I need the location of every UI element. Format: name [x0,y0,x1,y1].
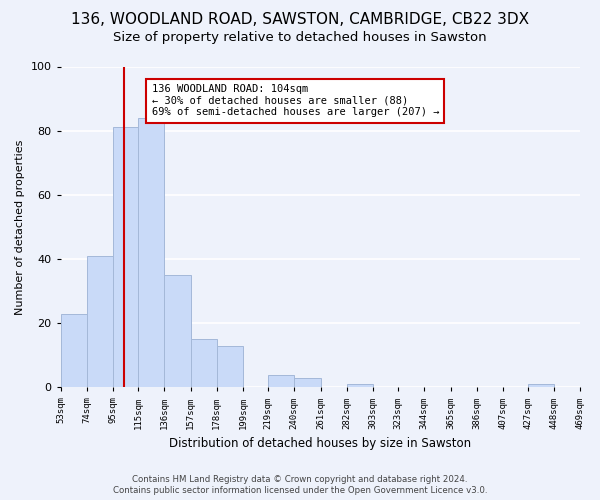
Text: Size of property relative to detached houses in Sawston: Size of property relative to detached ho… [113,31,487,44]
Text: 136 WOODLAND ROAD: 104sqm
← 30% of detached houses are smaller (88)
69% of semi-: 136 WOODLAND ROAD: 104sqm ← 30% of detac… [152,84,439,117]
Bar [294,378,320,388]
Bar [87,256,113,388]
Text: 136, WOODLAND ROAD, SAWSTON, CAMBRIDGE, CB22 3DX: 136, WOODLAND ROAD, SAWSTON, CAMBRIDGE, … [71,12,529,28]
Bar [191,340,217,388]
Bar [113,128,138,388]
Bar [138,118,164,388]
Bar [347,384,373,388]
Bar [164,275,191,388]
Bar [61,314,87,388]
Text: Contains public sector information licensed under the Open Government Licence v3: Contains public sector information licen… [113,486,487,495]
Text: Contains HM Land Registry data © Crown copyright and database right 2024.: Contains HM Land Registry data © Crown c… [132,475,468,484]
Bar [528,384,554,388]
Bar [268,374,294,388]
X-axis label: Distribution of detached houses by size in Sawston: Distribution of detached houses by size … [169,437,472,450]
Y-axis label: Number of detached properties: Number of detached properties [15,140,25,314]
Bar [217,346,243,388]
